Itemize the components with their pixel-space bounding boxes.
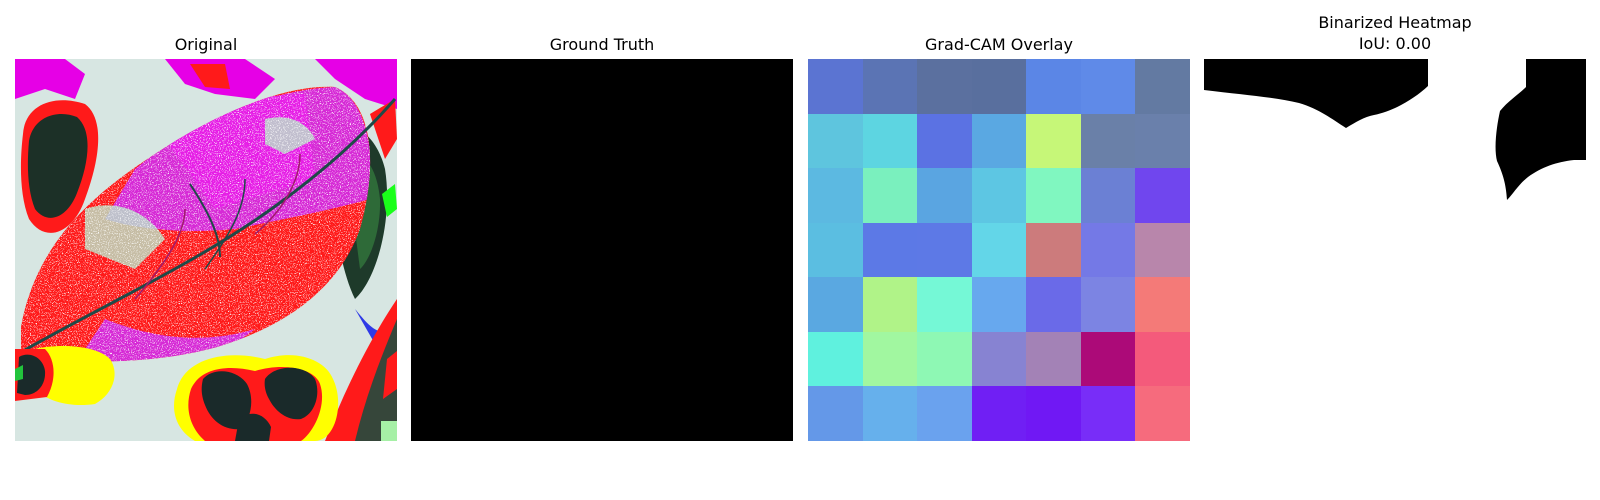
gradcam-title: Grad-CAM Overlay — [925, 35, 1073, 54]
heatmap-cell — [971, 168, 1027, 223]
heatmap-cell — [917, 277, 972, 332]
heatmap-cell — [917, 59, 972, 114]
heatmap-cell — [917, 386, 972, 441]
heatmap-cell — [971, 113, 1027, 169]
heatmap-cell — [1026, 168, 1081, 223]
heatmap-cell — [1135, 59, 1190, 114]
ground-truth-title: Ground Truth — [549, 35, 655, 54]
heatmap-cell — [971, 386, 1027, 441]
heatmap-cell — [808, 277, 863, 332]
heatmap-cell — [862, 386, 918, 441]
heatmap-cell — [862, 331, 918, 387]
heatmap-cell — [1026, 331, 1081, 387]
heatmap-cell — [971, 277, 1027, 332]
heatmap-cell — [808, 59, 863, 114]
heatmap-cell — [862, 277, 918, 332]
heatmap-cell — [1026, 222, 1081, 278]
heatmap-cell — [1135, 168, 1190, 223]
heatmap-cell — [808, 331, 863, 387]
heatmap-cell — [862, 59, 918, 114]
heatmap-cell — [1135, 331, 1190, 387]
heatmap-cell — [808, 386, 863, 441]
heatmap-cell — [808, 113, 863, 169]
gradcam-panel: Grad-CAM Overlay — [808, 0, 1190, 500]
gradcam-overlay-image — [808, 59, 1190, 441]
heatmap-cell — [1080, 331, 1136, 387]
binarized-heatmap-image — [1204, 59, 1586, 441]
binarized-region-left — [1204, 59, 1428, 128]
heatmap-cell — [971, 222, 1027, 278]
original-title: Original — [174, 35, 238, 54]
heatmap-cell — [1026, 59, 1081, 114]
heatmap-cell — [808, 222, 863, 278]
ground-truth-panel: Ground Truth — [411, 0, 793, 500]
heatmap-cell — [1080, 113, 1136, 169]
ground-truth-mask — [411, 59, 793, 441]
heatmap-cell — [1080, 59, 1136, 114]
heatmap-cell — [1135, 277, 1190, 332]
heatmap-cell — [917, 168, 972, 223]
heatmap-cell — [917, 113, 972, 169]
heatmap-cell — [862, 222, 918, 278]
heatmap-cell — [1080, 386, 1136, 441]
heatmap-cell — [862, 168, 918, 223]
original-image — [15, 59, 397, 441]
heatmap-cell — [971, 59, 1027, 114]
gradcam-heatmap-grid — [808, 59, 1190, 441]
binarized-panel: Binarized Heatmap IoU: 0.00 — [1204, 0, 1586, 500]
heatmap-cell — [971, 331, 1027, 387]
heatmap-cell — [808, 168, 863, 223]
heatmap-cell — [1026, 113, 1081, 169]
original-panel: Original — [15, 0, 397, 500]
heatmap-cell — [1135, 222, 1190, 278]
binarized-region-right — [1495, 59, 1586, 200]
heatmap-cell — [862, 113, 918, 169]
heatmap-cell — [1026, 277, 1081, 332]
binarized-title: Binarized Heatmap IoU: 0.00 — [1318, 13, 1472, 53]
heatmap-cell — [1135, 386, 1190, 441]
heatmap-cell — [1080, 168, 1136, 223]
heatmap-cell — [1135, 113, 1190, 169]
heatmap-cell — [1080, 277, 1136, 332]
heatmap-cell — [917, 331, 972, 387]
heatmap-cell — [917, 222, 972, 278]
heatmap-cell — [1026, 386, 1081, 441]
heatmap-cell — [1080, 222, 1136, 278]
